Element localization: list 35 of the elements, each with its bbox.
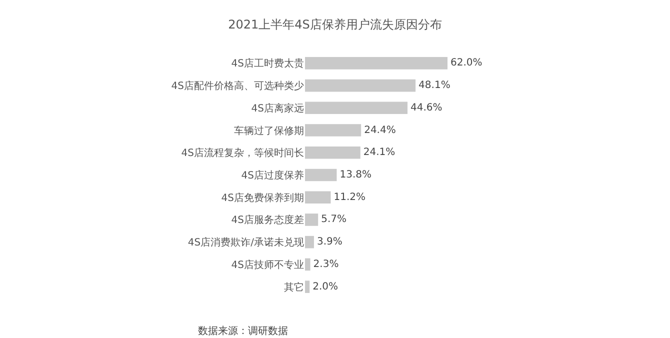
- data-label: 44.6%: [410, 102, 442, 114]
- data-label: 62.0%: [450, 58, 482, 69]
- y-tick-label: 4S店免费保养到期: [221, 192, 304, 204]
- bar: [305, 280, 310, 293]
- bar: [305, 191, 331, 204]
- bar: [305, 57, 448, 70]
- y-tick-label: 4S店配件价格高、可选种类少: [171, 80, 304, 92]
- data-label: 5.7%: [321, 214, 347, 226]
- bar: [305, 102, 408, 114]
- y-tick-label: 4S店过度保养: [241, 170, 304, 182]
- data-label: 24.1%: [363, 147, 396, 158]
- y-tick-label: 4S店消费欺诈/承诺未兑现: [188, 236, 304, 249]
- bar: [305, 168, 337, 182]
- bar: [305, 124, 362, 136]
- y-tick-label: 4S店离家远: [251, 102, 304, 114]
- bar: [305, 258, 310, 271]
- y-tick-label: 4S店技师不专业: [231, 258, 304, 271]
- data-label: 11.2%: [334, 192, 366, 203]
- data-label: 48.1%: [418, 80, 450, 92]
- data-label: 13.8%: [340, 170, 372, 180]
- bar: [305, 146, 360, 159]
- bar: [305, 236, 314, 248]
- chart-title: 2021上半年4S店保养用户流失原因分布: [228, 18, 442, 32]
- y-tick-label: 4S店服务态度差: [231, 214, 304, 226]
- y-tick-label: 4S店流程复杂，等候时间长: [181, 147, 304, 160]
- data-label: 2.0%: [312, 281, 338, 292]
- data-label: 2.3%: [313, 258, 339, 270]
- bar: [305, 214, 318, 226]
- source-note: 数据来源：调研数据: [198, 325, 288, 337]
- data-label: 24.4%: [364, 124, 396, 136]
- y-tick-label: 其它: [284, 281, 304, 294]
- y-tick-label: 4S店工时费太贵: [231, 58, 304, 70]
- y-tick-label: 车辆过了保修期: [234, 124, 304, 137]
- data-label: 3.9%: [316, 236, 342, 248]
- bar: [305, 79, 416, 92]
